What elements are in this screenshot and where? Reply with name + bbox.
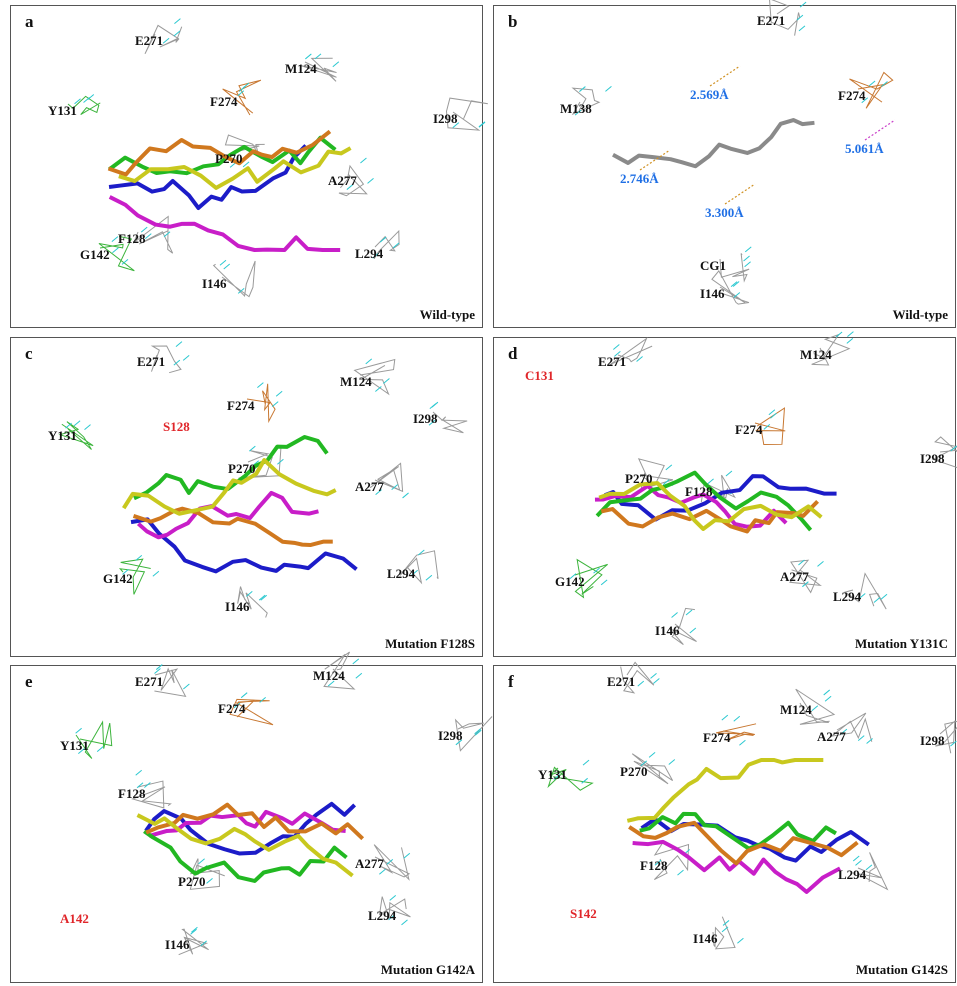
residue-label: Y131 [48, 103, 77, 118]
residue-label: Y131 [48, 428, 77, 443]
residue-label: CG1 [700, 258, 726, 273]
residue-label: I146 [655, 623, 680, 638]
residue-label: F128 [118, 786, 146, 801]
panel-letter: d [508, 344, 518, 363]
mutant-label: A142 [60, 911, 89, 926]
residue-label: G142 [80, 247, 110, 262]
panel: d E271 M124 F274 I298 P270 F128 A277 G142 L294 I14… [494, 332, 957, 657]
distance-label: 2.746Å [620, 171, 659, 186]
residue-label: M124 [313, 668, 345, 683]
residue-label: I298 [433, 111, 458, 126]
residue-label: L294 [387, 566, 416, 581]
residue-label: M124 [340, 374, 372, 389]
condition-label: Mutation F128S [385, 636, 475, 651]
residue-label: E271 [135, 674, 163, 689]
residue-label: E271 [598, 354, 626, 369]
panel-letter: b [508, 12, 517, 31]
mutant-label: S128 [163, 419, 190, 434]
residue-label: P270 [620, 764, 647, 779]
residue-label: I146 [700, 286, 725, 301]
residue-label: I146 [225, 599, 250, 614]
residue-label: E271 [135, 33, 163, 48]
mutant-label: S142 [570, 906, 597, 921]
residue-label: L294 [368, 908, 397, 923]
residue-label: I298 [920, 733, 945, 748]
condition-label: Mutation Y131C [855, 636, 948, 651]
panel-letter: a [25, 12, 34, 31]
condition-label: Wild-type [420, 307, 476, 322]
residue-label: F128 [640, 858, 668, 873]
panel-frame [494, 666, 956, 983]
residue-label: L294 [355, 246, 384, 261]
residue-label: P270 [625, 471, 652, 486]
residue-label: L294 [838, 867, 867, 882]
residue-label: F274 [227, 398, 255, 413]
hydrogen [353, 659, 359, 664]
figure: a E271 M124 F274 Y131 I298 P270 A277 F128 G142 L29… [0, 0, 957, 986]
panel: b E271 M138 F274 CG1 I146 2.569Å 2.746Å 3.300Å 5.… [494, 0, 956, 328]
residue-label: I298 [413, 411, 438, 426]
residue-label: A277 [355, 856, 384, 871]
distance-label: 2.569Å [690, 87, 729, 102]
residue-label: M138 [560, 101, 592, 116]
distance-label: 5.061Å [845, 141, 884, 156]
residue-label: F274 [210, 94, 238, 109]
residue-label: A277 [780, 569, 809, 584]
residue-label: P270 [178, 874, 205, 889]
residue-label: M124 [780, 702, 812, 717]
panel: e E271 M124 F274 Y131 I298 F128 A277 P270 L294 I14… [11, 652, 493, 982]
residue-label: I146 [693, 931, 718, 946]
panel-frame [11, 6, 483, 328]
residue-label: E271 [137, 354, 165, 369]
residue-label: G142 [103, 571, 133, 586]
hydrogen [847, 332, 853, 337]
condition-label: Wild-type [893, 307, 949, 322]
residue-label: G142 [555, 574, 585, 589]
residue-label: I146 [165, 937, 190, 952]
panel-letter: f [508, 672, 514, 691]
residue-label: A277 [817, 729, 846, 744]
panel: f E271 M124 F274 A277 Y131 P270 I298 F128 L294 I14… [494, 662, 957, 982]
panel: a E271 M124 F274 Y131 I298 P270 A277 F128 G142 L29… [11, 6, 488, 328]
condition-label: Mutation G142S [856, 962, 948, 977]
distance-label: 3.300Å [705, 205, 744, 220]
residue-label: F274 [218, 701, 246, 716]
residue-label: F274 [703, 730, 731, 745]
condition-label: Mutation G142A [381, 962, 476, 977]
residue-label: F128 [685, 484, 713, 499]
residue-label: A277 [355, 479, 384, 494]
panel-letter: c [25, 344, 33, 363]
residue-label: I146 [202, 276, 227, 291]
hydrogen [836, 332, 842, 337]
residue-label: A277 [328, 173, 357, 188]
residue-label: I298 [920, 451, 945, 466]
residue-label: E271 [607, 674, 635, 689]
residue-label: Y131 [538, 767, 567, 782]
residue-label: P270 [228, 461, 255, 476]
panel-letter: e [25, 672, 33, 691]
panel: c E271 M124 F274 Y131 I298 P270 A277 G142 L294 I14… [11, 338, 483, 657]
residue-label: L294 [833, 589, 862, 604]
residue-label: P270 [215, 151, 242, 166]
residue-label: I298 [438, 728, 463, 743]
panel-frame [494, 6, 956, 328]
residue-label: F128 [118, 231, 146, 246]
mutant-label: C131 [525, 368, 554, 383]
residue-label: M124 [285, 61, 317, 76]
residue-label: E271 [757, 13, 785, 28]
residue-label: F274 [838, 88, 866, 103]
residue-label: Y131 [60, 738, 89, 753]
residue-label: F274 [735, 422, 763, 437]
residue-label: M124 [800, 347, 832, 362]
